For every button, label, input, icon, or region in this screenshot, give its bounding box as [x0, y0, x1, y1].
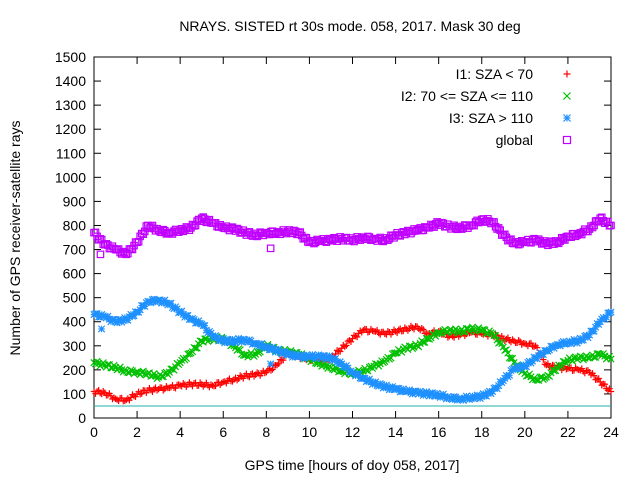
data-point: [505, 371, 514, 379]
data-point: [563, 92, 571, 100]
data-point: [442, 328, 450, 336]
data-point: [269, 366, 276, 373]
data-point: [530, 343, 538, 351]
x-tick-label: 22: [560, 424, 576, 440]
data-point: [527, 339, 535, 347]
x-tick-label: 12: [345, 424, 361, 440]
data-point: [393, 329, 401, 337]
y-tick-label: 1000: [55, 169, 86, 185]
legend-label: I2: 70 <= SZA <= 110: [401, 88, 533, 104]
legend-label: global: [496, 132, 533, 148]
y-tick-label: 700: [63, 242, 87, 258]
data-point: [138, 390, 145, 397]
data-point: [97, 325, 106, 333]
data-point: [607, 388, 615, 395]
y-tick-label: 1100: [56, 145, 86, 161]
data-point: [134, 237, 143, 246]
chart-title: NRAYS. SISTED rt 30s mode. 058, 2017. Ma…: [179, 18, 520, 34]
data-point: [491, 331, 500, 340]
legend-label: I1: SZA < 70: [456, 66, 534, 82]
data-point: [246, 373, 253, 381]
legend: I1: SZA < 70 I2: 70 <= SZA <= 110 I3: SZA …: [401, 66, 572, 148]
x-tick-label: 10: [302, 424, 318, 440]
data-point: [131, 368, 140, 377]
y-axis-tick-labels: 0 100 200 300 400 500 600 700 800 900 1000 1100 1200…: [55, 49, 86, 426]
data-point: [490, 218, 498, 226]
x-tick-label: 4: [176, 424, 184, 440]
data-point: [595, 375, 602, 382]
y-tick-label: 1300: [55, 97, 86, 113]
data-point: [159, 373, 167, 381]
data-point: [494, 224, 503, 232]
y-tick-label: 300: [63, 338, 87, 354]
y-tick-label: 800: [63, 217, 87, 233]
data-point: [607, 308, 615, 316]
data-point: [562, 135, 572, 145]
data-point: [128, 245, 137, 254]
data-point: [193, 344, 201, 352]
data-point: [601, 381, 609, 388]
x-tick-label: 18: [474, 424, 490, 440]
x-tick-label: 24: [603, 424, 619, 440]
data-point: [607, 355, 615, 363]
x-axis-tick-labels: 0 2 4 6 8 10 12 14 16 18 20 22 24: [90, 424, 619, 440]
data-point: [347, 338, 355, 345]
data-point: [267, 360, 275, 368]
y-tick-label: 1200: [55, 121, 86, 137]
y-tick-label: 1500: [55, 49, 86, 65]
data-point: [212, 382, 219, 390]
data-point: [606, 385, 613, 392]
legend-label: I3: SZA > 110: [449, 110, 533, 126]
series-layer: [90, 213, 615, 405]
data-point: [479, 325, 487, 334]
data-point: [96, 250, 105, 259]
x-axis-label: GPS time [hours of doy 058, 2017]: [245, 457, 460, 473]
data-point: [91, 228, 100, 237]
data-point: [395, 326, 402, 334]
data-point: [273, 361, 281, 369]
y-axis-label: Number of GPS receiver-satellite rays: [7, 121, 23, 356]
y-tick-label: 100: [63, 386, 87, 402]
data-point: [343, 342, 350, 349]
x-tick-label: 6: [219, 424, 227, 440]
y-tick-label: 900: [63, 193, 87, 209]
data-point: [607, 221, 615, 230]
data-point: [563, 70, 571, 78]
data-point: [266, 244, 275, 253]
x-tick-label: 8: [262, 424, 270, 440]
data-point: [353, 333, 361, 341]
y-tick-label: 600: [63, 266, 87, 282]
x-tick-label: 14: [388, 424, 404, 440]
series-2: [90, 295, 615, 405]
x-tick-label: 2: [133, 424, 141, 440]
data-point: [275, 360, 282, 367]
outlier-points: [96, 244, 275, 368]
data-point: [544, 360, 552, 367]
data-point: [563, 114, 571, 122]
data-point: [95, 386, 102, 394]
data-point: [590, 372, 598, 379]
data-point: [420, 326, 427, 333]
data-point: [507, 354, 515, 363]
data-point: [191, 344, 200, 352]
y-tick-label: 1400: [55, 73, 86, 89]
data-point: [508, 354, 517, 363]
data-point: [598, 382, 605, 389]
y-tick-label: 200: [63, 362, 87, 378]
series-3: [90, 213, 615, 259]
y-tick-label: 0: [78, 410, 86, 426]
y-tick-label: 500: [63, 290, 87, 306]
x-tick-label: 0: [90, 424, 98, 440]
series-0: [90, 322, 615, 405]
data-point: [236, 346, 244, 354]
x-tick-label: 16: [431, 424, 447, 440]
data-point: [172, 385, 179, 392]
y-tick-label: 400: [63, 314, 87, 330]
data-point: [341, 343, 349, 350]
data-point: [336, 348, 344, 355]
data-point: [490, 331, 498, 340]
x-tick-label: 20: [517, 424, 533, 440]
